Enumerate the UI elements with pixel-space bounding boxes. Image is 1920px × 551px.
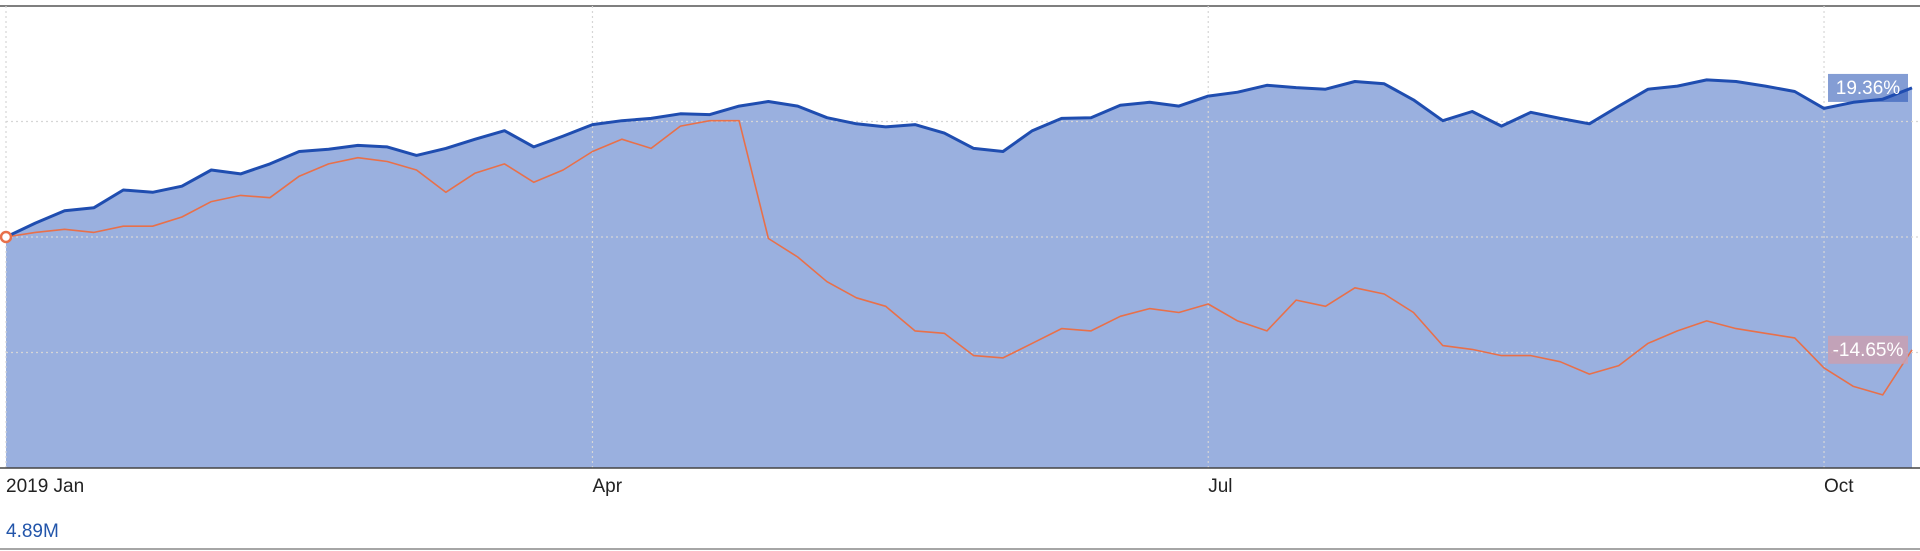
end-label-box — [1828, 73, 1908, 102]
series-line — [5, 78, 1913, 239]
x-tick-label: 2019 Jan — [6, 476, 84, 497]
x-tick-label: Jul — [1208, 476, 1232, 497]
x-tick-label: Apr — [592, 476, 622, 497]
area — [6, 79, 1912, 469]
volume-label: 4.89M — [6, 521, 59, 542]
end-label: -14.65% — [1833, 340, 1904, 361]
series-line — [5, 119, 1913, 396]
x-tick-label: Oct — [1824, 476, 1854, 497]
end-label: 19.36% — [1836, 78, 1901, 99]
end-label-box — [1828, 335, 1908, 364]
start-marker — [0, 230, 13, 244]
